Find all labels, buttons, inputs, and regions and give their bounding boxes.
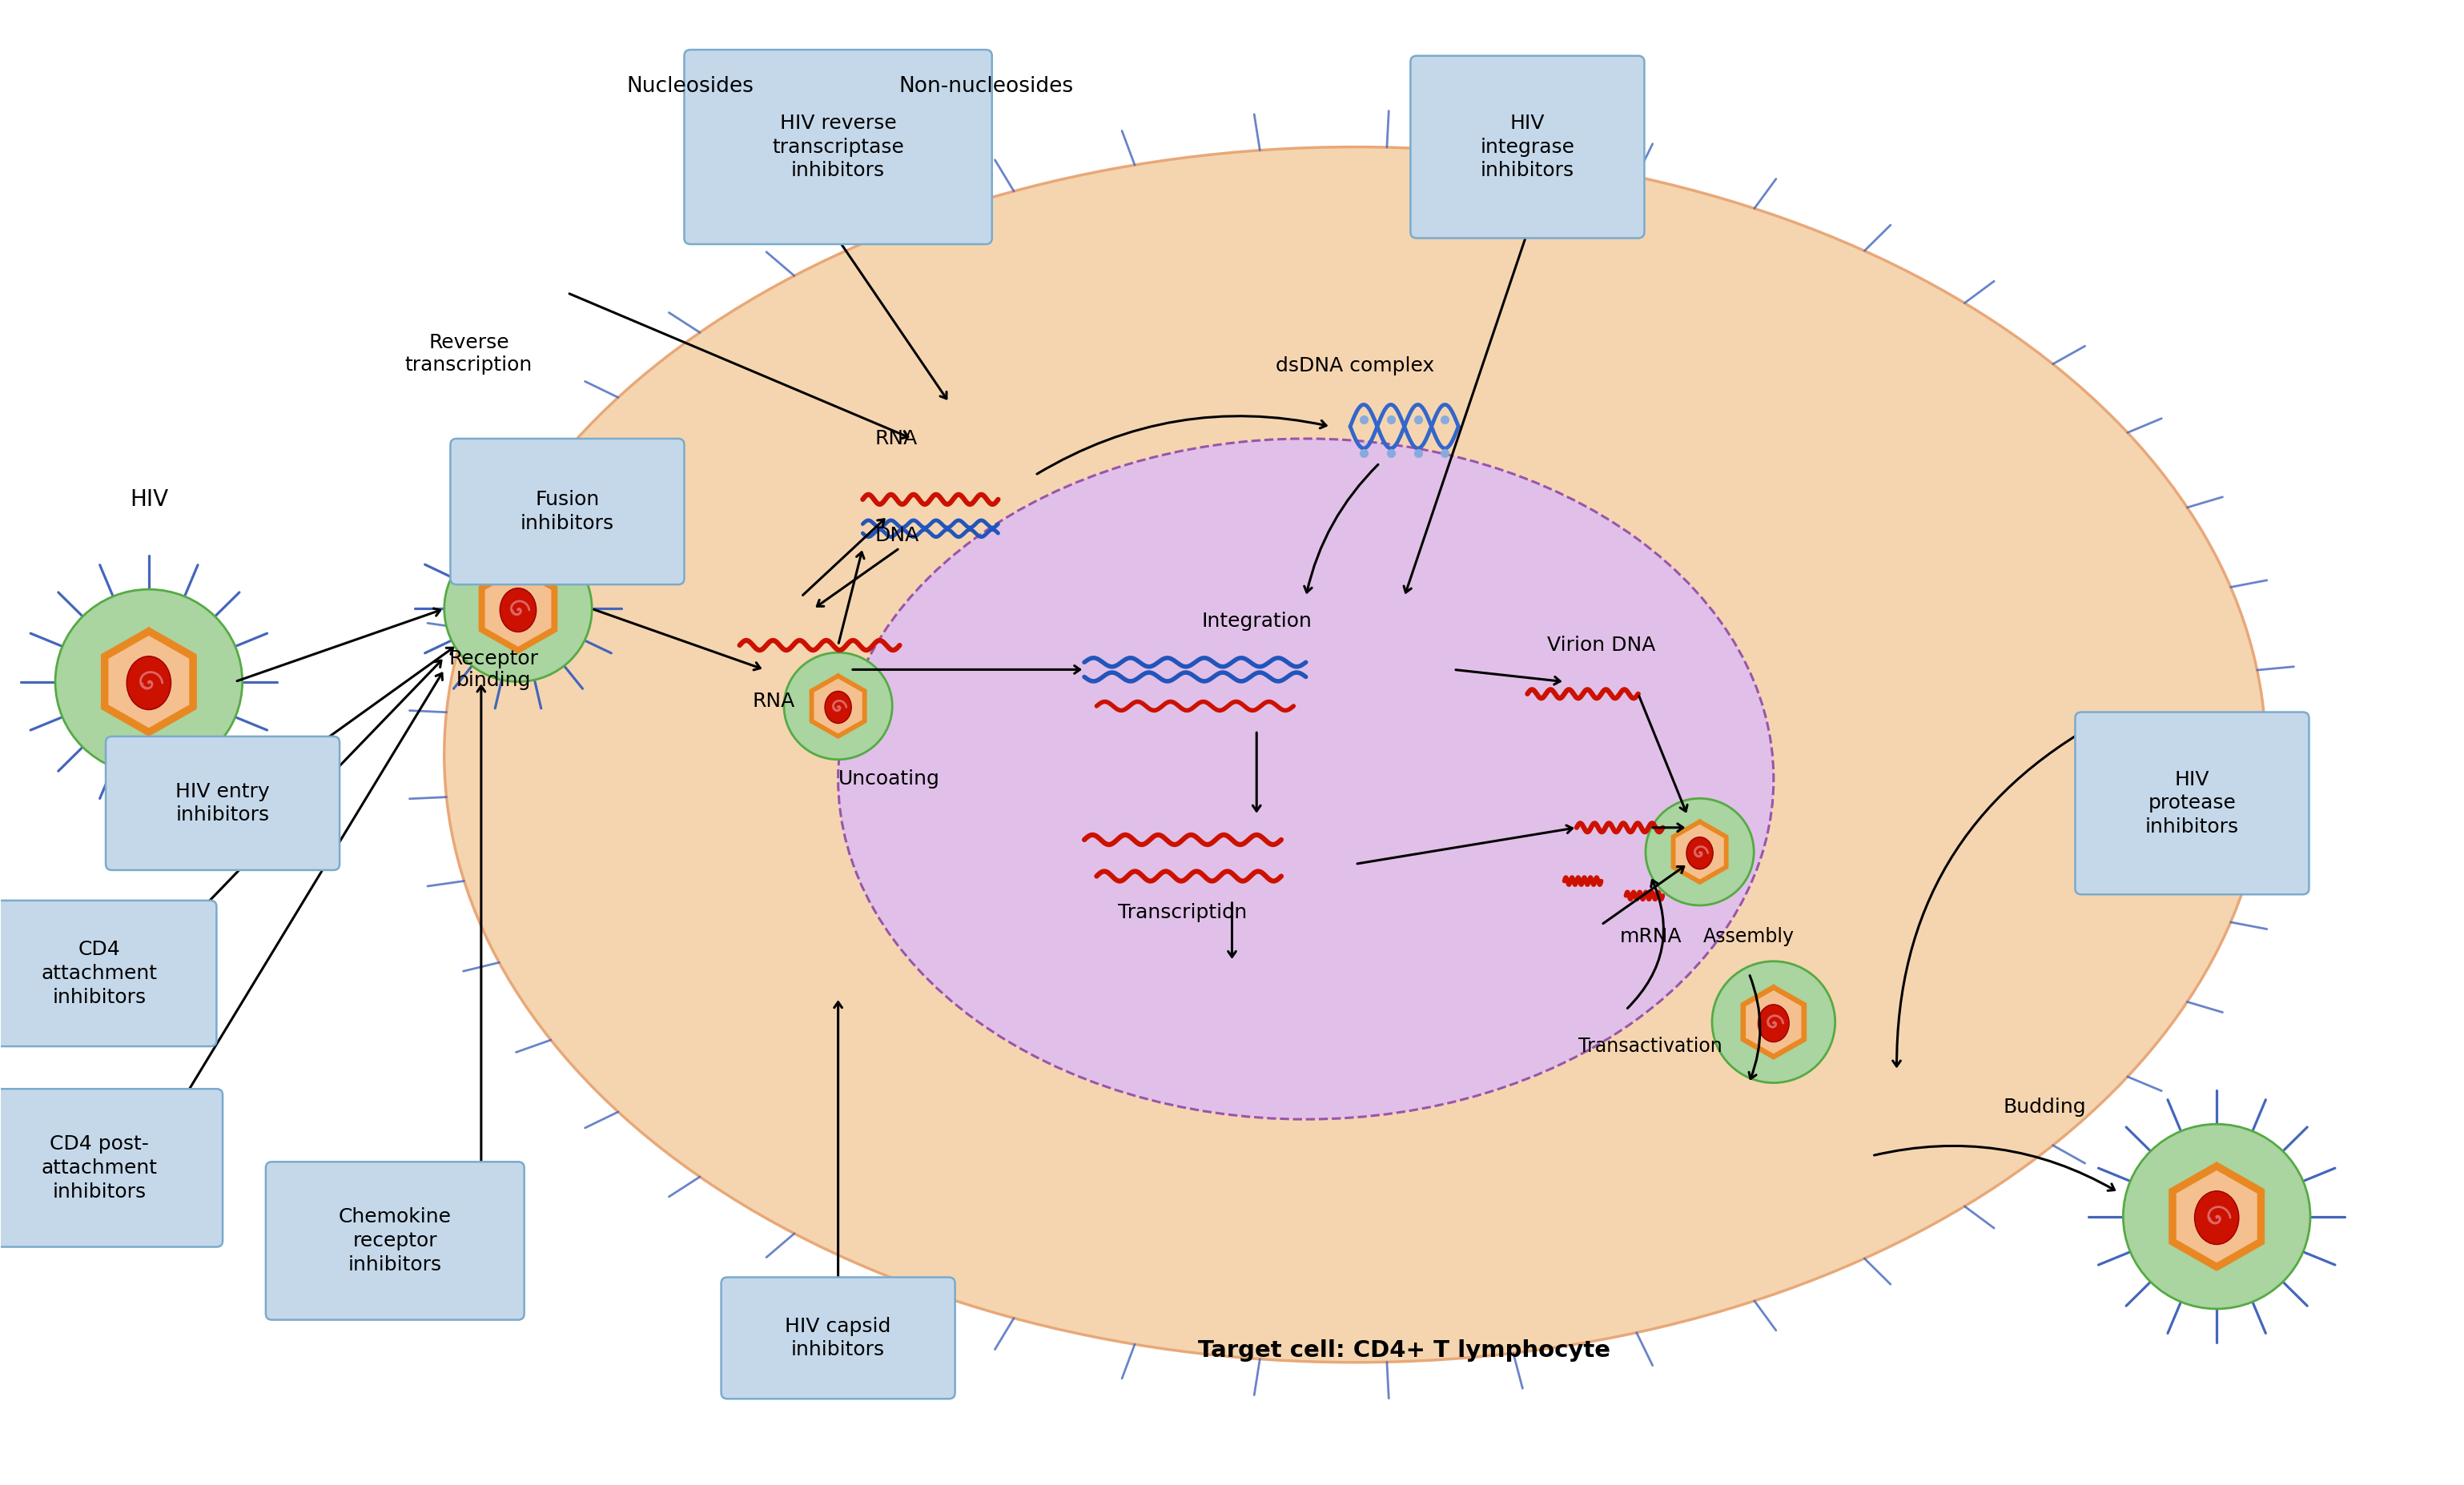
Text: Uncoating: Uncoating <box>838 769 939 789</box>
Polygon shape <box>1747 990 1801 1053</box>
Text: Fusion
inhibitors: Fusion inhibitors <box>520 490 614 533</box>
Text: CD4
attachment
inhibitors: CD4 attachment inhibitors <box>42 940 158 1007</box>
Text: Integration: Integration <box>1202 612 1311 631</box>
Polygon shape <box>1673 820 1727 884</box>
Ellipse shape <box>2195 1191 2240 1244</box>
Text: HIV capsid
inhibitors: HIV capsid inhibitors <box>786 1317 892 1360</box>
Ellipse shape <box>54 590 241 774</box>
Text: Nucleosides: Nucleosides <box>626 76 754 97</box>
Ellipse shape <box>1712 961 1836 1083</box>
FancyBboxPatch shape <box>0 1089 222 1247</box>
Ellipse shape <box>126 656 170 710</box>
Text: Reverse
transcription: Reverse transcription <box>404 333 532 374</box>
FancyBboxPatch shape <box>722 1277 956 1399</box>
FancyBboxPatch shape <box>1409 56 1643 238</box>
Text: Budding: Budding <box>2003 1097 2087 1117</box>
Text: CD4 post-
attachment
inhibitors: CD4 post- attachment inhibitors <box>42 1135 158 1201</box>
FancyBboxPatch shape <box>266 1161 525 1320</box>
Ellipse shape <box>1646 799 1754 906</box>
FancyBboxPatch shape <box>106 737 340 870</box>
Text: Assembly: Assembly <box>1703 927 1794 946</box>
Polygon shape <box>816 679 862 734</box>
Text: HIV
protease
inhibitors: HIV protease inhibitors <box>2146 769 2240 836</box>
Ellipse shape <box>1685 838 1712 869</box>
Polygon shape <box>811 674 865 738</box>
Polygon shape <box>2171 1163 2264 1270</box>
Polygon shape <box>101 628 195 735</box>
Text: HIV: HIV <box>131 489 168 511</box>
Text: Chemokine
receptor
inhibitors: Chemokine receptor inhibitors <box>338 1207 451 1274</box>
Text: Virion DNA: Virion DNA <box>1547 636 1656 655</box>
Ellipse shape <box>784 652 892 759</box>
FancyBboxPatch shape <box>685 49 993 244</box>
Polygon shape <box>1742 986 1806 1059</box>
Text: HIV reverse
transcriptase
inhibitors: HIV reverse transcriptase inhibitors <box>771 113 904 180</box>
Text: RNA: RNA <box>875 429 917 448</box>
Text: Transactivation: Transactivation <box>1579 1037 1722 1056</box>
Text: mRNA: mRNA <box>1619 927 1680 946</box>
Ellipse shape <box>500 588 537 633</box>
Text: DNA: DNA <box>875 526 919 545</box>
Text: Receptor
binding: Receptor binding <box>448 649 537 691</box>
Ellipse shape <box>444 536 591 682</box>
Text: RNA: RNA <box>752 692 793 711</box>
Text: Transcription: Transcription <box>1119 903 1247 922</box>
Polygon shape <box>2176 1172 2257 1262</box>
Ellipse shape <box>444 147 2267 1362</box>
Polygon shape <box>485 572 552 646</box>
Ellipse shape <box>838 438 1774 1120</box>
Text: Target cell: CD4+ T lymphocyte: Target cell: CD4+ T lymphocyte <box>1198 1339 1611 1362</box>
Text: HIV
integrase
inhibitors: HIV integrase inhibitors <box>1481 113 1574 180</box>
Text: dsDNA complex: dsDNA complex <box>1276 356 1434 376</box>
FancyBboxPatch shape <box>0 900 217 1047</box>
FancyBboxPatch shape <box>451 438 685 585</box>
FancyBboxPatch shape <box>2075 713 2309 894</box>
Ellipse shape <box>825 691 853 723</box>
Polygon shape <box>1676 826 1722 879</box>
Text: HIV entry
inhibitors: HIV entry inhibitors <box>175 781 269 824</box>
Ellipse shape <box>1759 1004 1789 1042</box>
Polygon shape <box>480 566 557 652</box>
Polygon shape <box>108 636 190 728</box>
Text: Non-nucleosides: Non-nucleosides <box>899 76 1074 97</box>
Ellipse shape <box>2124 1124 2311 1308</box>
